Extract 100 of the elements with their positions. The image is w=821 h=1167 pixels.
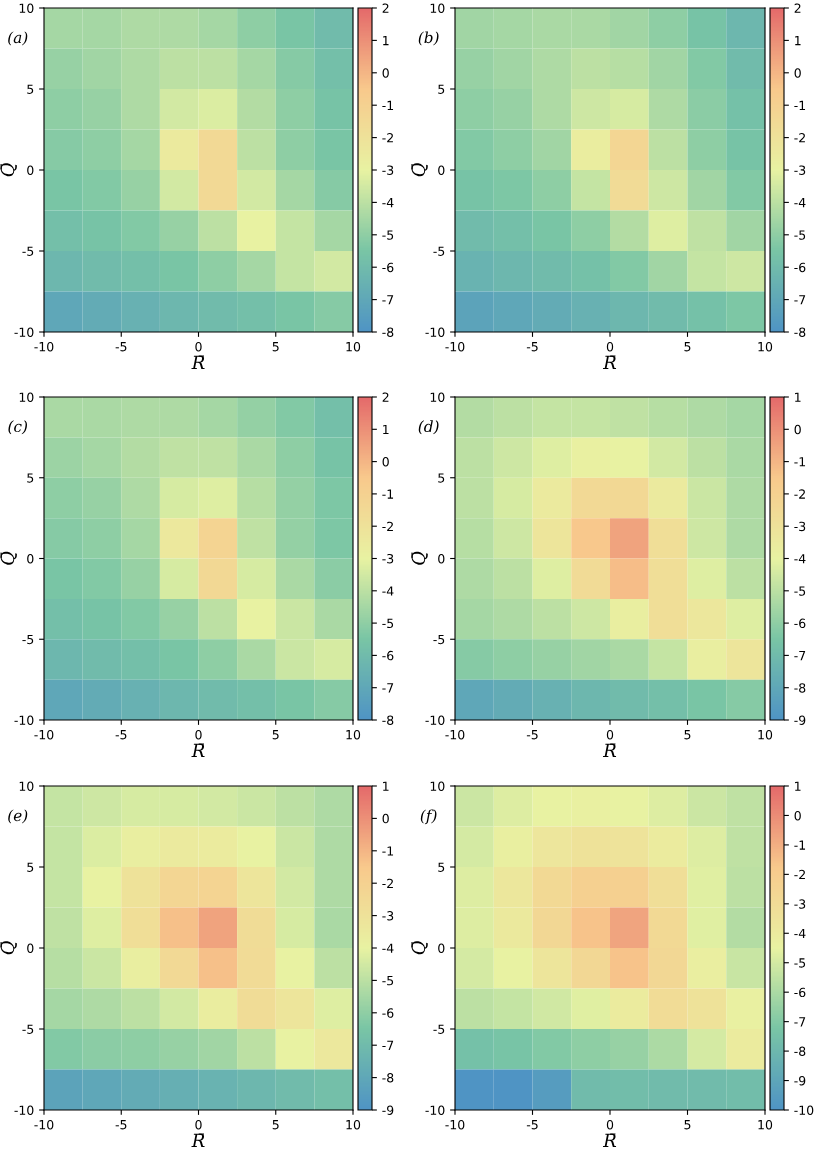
x-axis-title: R̄ bbox=[191, 1133, 205, 1147]
y-tick-label: 10 bbox=[430, 392, 445, 402]
color-bar-label: 1 bbox=[383, 424, 389, 435]
y-axis-title: Q̄ bbox=[411, 941, 428, 955]
color-bar-label: -2 bbox=[382, 521, 393, 531]
color-bar-label: -2 bbox=[794, 133, 805, 143]
color-bar-label: 1 bbox=[795, 781, 801, 791]
color-bar-label: -6 bbox=[382, 262, 394, 273]
color-bar-label: -6 bbox=[382, 650, 394, 661]
color-bar-label: 0 bbox=[382, 457, 389, 467]
x-tick-label: 10 bbox=[758, 729, 773, 740]
color-bar-label: -5 bbox=[382, 230, 394, 240]
color-bar-label: -7 bbox=[382, 683, 394, 693]
color-bar-label: 0 bbox=[794, 424, 801, 435]
x-tick-label: 5 bbox=[684, 342, 691, 352]
x-tick-label: -5 bbox=[115, 730, 127, 740]
color-bar-label: 1 bbox=[383, 781, 389, 791]
y-tick-label: -10 bbox=[14, 715, 34, 725]
y-tick-label: -10 bbox=[425, 715, 445, 725]
y-axis-title: Q̄ bbox=[0, 941, 17, 955]
color-bar-label: -2 bbox=[382, 133, 393, 143]
y-tick-label: -10 bbox=[425, 1105, 445, 1115]
color-bar-label: -1 bbox=[794, 457, 806, 467]
y-tick-label: 0 bbox=[27, 943, 34, 953]
color-bar-label: -1 bbox=[382, 846, 394, 856]
color-bar-label: -2 bbox=[382, 878, 393, 888]
x-tick-label: 0 bbox=[195, 729, 202, 740]
color-bar-label: -3 bbox=[382, 553, 394, 564]
y-tick-label: 10 bbox=[430, 781, 445, 791]
y-tick-label: -5 bbox=[433, 634, 445, 645]
color-bar-label: 2 bbox=[794, 3, 801, 13]
color-bar-label: 1 bbox=[795, 392, 801, 402]
y-tick-label: 10 bbox=[19, 392, 34, 402]
text: (e) bbox=[8, 809, 28, 824]
y-tick-label: -5 bbox=[433, 246, 445, 256]
color-bar-label: -7 bbox=[794, 1017, 806, 1027]
x-tick-label: 0 bbox=[606, 341, 614, 352]
x-tick-label: -5 bbox=[115, 342, 127, 352]
x-tick-label: 10 bbox=[346, 341, 361, 352]
y-tick-label: 5 bbox=[438, 84, 445, 94]
color-bar-label: 0 bbox=[382, 813, 389, 824]
y-tick-label: -10 bbox=[425, 327, 445, 337]
color-bar-label: 1 bbox=[795, 36, 801, 46]
color-bar-label: -3 bbox=[794, 899, 806, 909]
color-bar-label: -8 bbox=[382, 1073, 394, 1083]
y-tick-label: -5 bbox=[433, 1024, 445, 1034]
color-bar-label: -5 bbox=[382, 618, 394, 629]
color-bar-label: -2 bbox=[794, 489, 805, 499]
x-axis-title: R̄ bbox=[191, 743, 205, 757]
color-bar-label: -5 bbox=[794, 586, 806, 596]
x-tick-label: -5 bbox=[526, 342, 538, 352]
color-bar-label: -8 bbox=[382, 715, 394, 725]
color-bar-label: -5 bbox=[382, 976, 394, 986]
y-tick-label: 0 bbox=[438, 553, 445, 564]
color-bar-label: -7 bbox=[382, 1040, 394, 1050]
x-tick-label: -10 bbox=[445, 1119, 465, 1130]
y-axis-title: Q̄ bbox=[0, 551, 17, 565]
color-bar-label: -10 bbox=[794, 1105, 814, 1115]
x-tick-label: 5 bbox=[272, 730, 279, 740]
x-tick-label: 10 bbox=[346, 729, 361, 740]
x-tick-label: -5 bbox=[115, 1120, 127, 1130]
x-tick-label: -10 bbox=[34, 1119, 54, 1130]
color-bar-label: -4 bbox=[794, 554, 806, 564]
color-bar-label: -1 bbox=[382, 100, 394, 110]
x-tick-label: 5 bbox=[272, 342, 279, 352]
y-axis-title: Q̄ bbox=[0, 163, 17, 177]
y-tick-label: 10 bbox=[19, 3, 34, 13]
x-tick-label: 0 bbox=[195, 341, 202, 352]
y-tick-label: 0 bbox=[27, 165, 34, 175]
x-axis-title: R̄ bbox=[602, 1133, 617, 1147]
color-bar-label: -2 bbox=[794, 869, 805, 880]
x-tick-label: 0 bbox=[606, 729, 614, 740]
color-bar-label: -8 bbox=[794, 327, 806, 337]
color-bar-label: 2 bbox=[382, 392, 389, 402]
x-tick-label: 5 bbox=[684, 730, 691, 740]
y-tick-label: -5 bbox=[22, 246, 34, 256]
color-bar-label: 0 bbox=[794, 68, 801, 78]
color-bar-label: -8 bbox=[794, 683, 806, 693]
color-bar-label: -4 bbox=[794, 928, 806, 939]
x-tick-label: 10 bbox=[346, 1119, 361, 1130]
color-bar-label: -7 bbox=[794, 295, 806, 305]
color-bar-label: -6 bbox=[794, 262, 806, 273]
x-axis-title: R̄ bbox=[602, 355, 617, 369]
color-bar-label: 0 bbox=[794, 810, 801, 821]
x-tick-label: -5 bbox=[526, 730, 538, 740]
color-bar-label: -1 bbox=[794, 100, 806, 110]
x-tick-label: 5 bbox=[272, 1120, 279, 1130]
y-axis-title: Q̄ bbox=[411, 551, 428, 565]
color-bar-label: -8 bbox=[382, 327, 394, 337]
y-tick-label: 10 bbox=[430, 3, 445, 13]
color-bar-label: -4 bbox=[794, 198, 806, 208]
color-bar-label: -3 bbox=[382, 165, 394, 175]
color-bar-label: -5 bbox=[794, 958, 806, 968]
color-bar-label: -1 bbox=[382, 489, 394, 499]
text: (d) bbox=[418, 420, 439, 435]
color-bar-label: -4 bbox=[382, 198, 394, 208]
color-bar-label: -7 bbox=[382, 295, 394, 305]
y-tick-label: 10 bbox=[19, 781, 34, 791]
y-axis-title: Q̄ bbox=[411, 163, 428, 177]
y-tick-label: 5 bbox=[438, 473, 445, 483]
